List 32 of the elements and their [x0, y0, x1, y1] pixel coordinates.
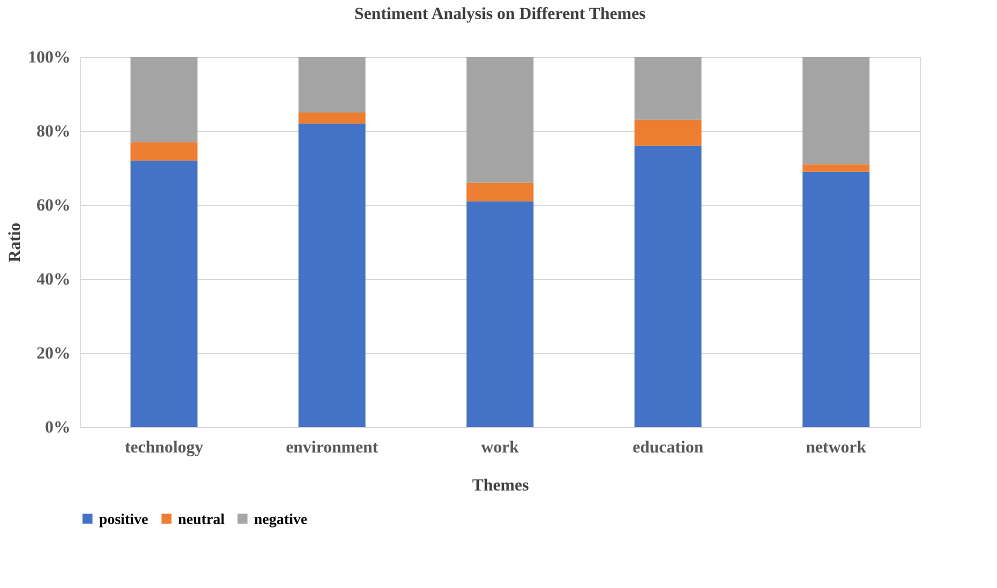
chart-title: Sentiment Analysis on Different Themes [354, 4, 646, 23]
y-tick-label: 40% [36, 270, 70, 288]
bar [130, 142, 198, 161]
x-tick-label: technology [124, 438, 204, 456]
y-tick-label: 80% [36, 122, 70, 140]
x-tick-label: work [481, 438, 520, 456]
x-tick-label: environment [286, 438, 378, 456]
y-tick-label: 60% [36, 196, 70, 214]
bar [130, 160, 198, 427]
bar [634, 120, 702, 146]
legend-label: positive [99, 512, 149, 528]
bar [466, 182, 534, 202]
bar [130, 57, 198, 142]
bar [466, 201, 534, 427]
bar [298, 112, 366, 124]
bar [298, 124, 366, 427]
x-axis-title: Themes [472, 476, 530, 494]
bar [298, 57, 366, 112]
y-tick-label: 0% [45, 418, 70, 436]
bar [634, 146, 702, 427]
bar [802, 57, 870, 164]
legend-label: neutral [178, 512, 225, 528]
bar [634, 57, 702, 120]
y-axis-title: Ratio [5, 222, 24, 262]
y-tick-label: 20% [36, 344, 70, 362]
y-tick-label: 100% [28, 48, 70, 66]
x-tick-label: network [806, 438, 867, 456]
bar [802, 172, 870, 427]
legend-label: negative [254, 512, 308, 528]
x-tick-label: education [632, 438, 704, 456]
bar [466, 57, 534, 183]
bar [802, 164, 870, 172]
